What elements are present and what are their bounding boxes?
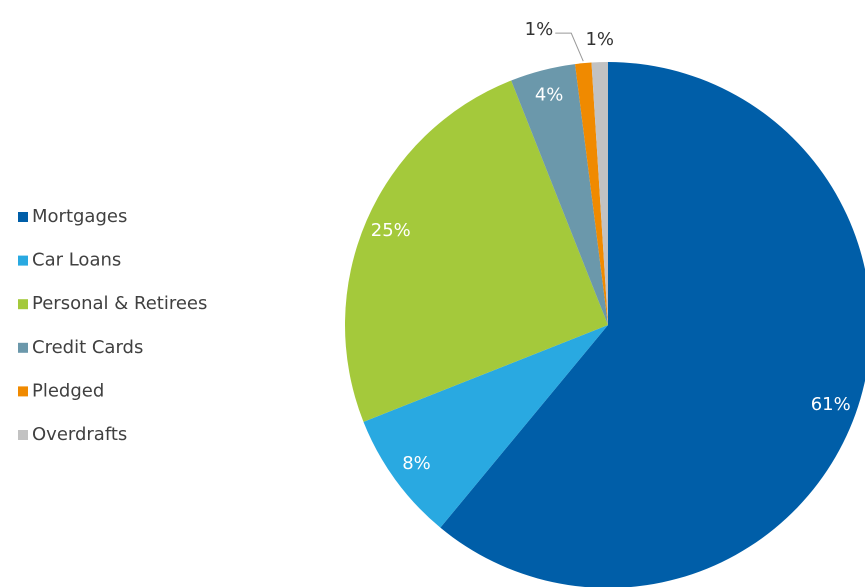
legend-label: Pledged (32, 380, 104, 401)
legend-swatch (18, 255, 28, 266)
pie-slice (575, 62, 608, 325)
legend-swatch (18, 212, 28, 222)
leader-line (555, 32, 584, 62)
legend-label: Credit Cards (32, 337, 143, 358)
legend-label: Personal & Retirees (32, 293, 207, 314)
data-label: 4% (535, 85, 564, 106)
pie-slice (363, 325, 608, 528)
pie-slice (344, 80, 608, 422)
pie-slice (591, 62, 608, 325)
data-label: 1% (525, 19, 554, 40)
data-label: 61% (811, 394, 851, 415)
legend-label: Car Loans (32, 250, 121, 271)
legend-swatch (18, 299, 28, 310)
legend-swatch (18, 430, 28, 440)
legend-swatch (18, 342, 28, 353)
pie-slice (511, 64, 608, 325)
legend-label: Mortgages (32, 206, 127, 227)
data-label: 8% (402, 453, 431, 474)
legend-label: Overdrafts (32, 424, 127, 445)
pie-slice (440, 62, 865, 587)
data-label: 25% (371, 220, 411, 241)
data-label: 1% (585, 29, 614, 50)
legend-swatch (18, 386, 28, 397)
